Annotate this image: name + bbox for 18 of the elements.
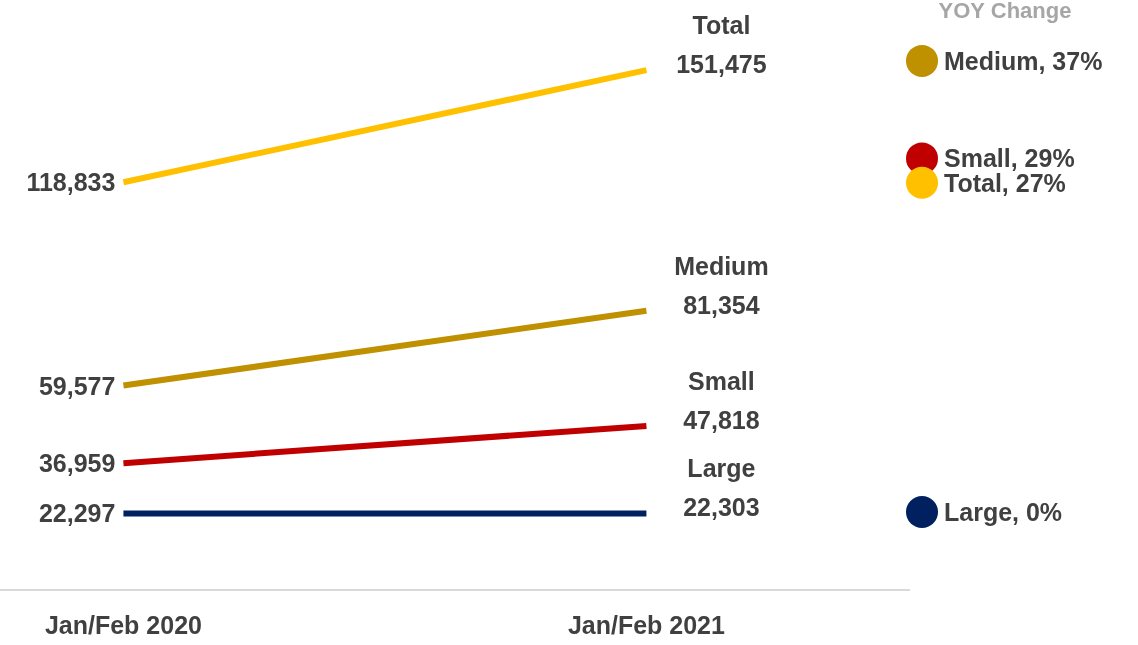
data-label: 59,577: [38, 371, 116, 400]
data-label: 22,303: [683, 493, 760, 522]
data-label: 47,818: [683, 405, 760, 434]
x-tick-label: Jan/Feb 2020: [44, 610, 202, 639]
x-tick-label: Jan/Feb 2021: [567, 610, 726, 639]
data-label: 118,833: [26, 168, 116, 197]
data-label: Medium, 37%: [944, 46, 1103, 75]
text: Large: [687, 454, 756, 483]
data-label: 81,354: [683, 290, 760, 319]
data-label: 36,959: [38, 449, 116, 478]
data-label: Small, 29%: [944, 144, 1075, 173]
text: Small: [688, 366, 755, 395]
text: Total: [692, 11, 751, 40]
data-label: Large, 0%: [944, 497, 1063, 526]
data-label: 151,475: [676, 50, 767, 79]
data-label: 22,297: [38, 499, 116, 528]
text: YOY Change: [938, 0, 1072, 23]
series-label: Medium: [674, 251, 769, 280]
